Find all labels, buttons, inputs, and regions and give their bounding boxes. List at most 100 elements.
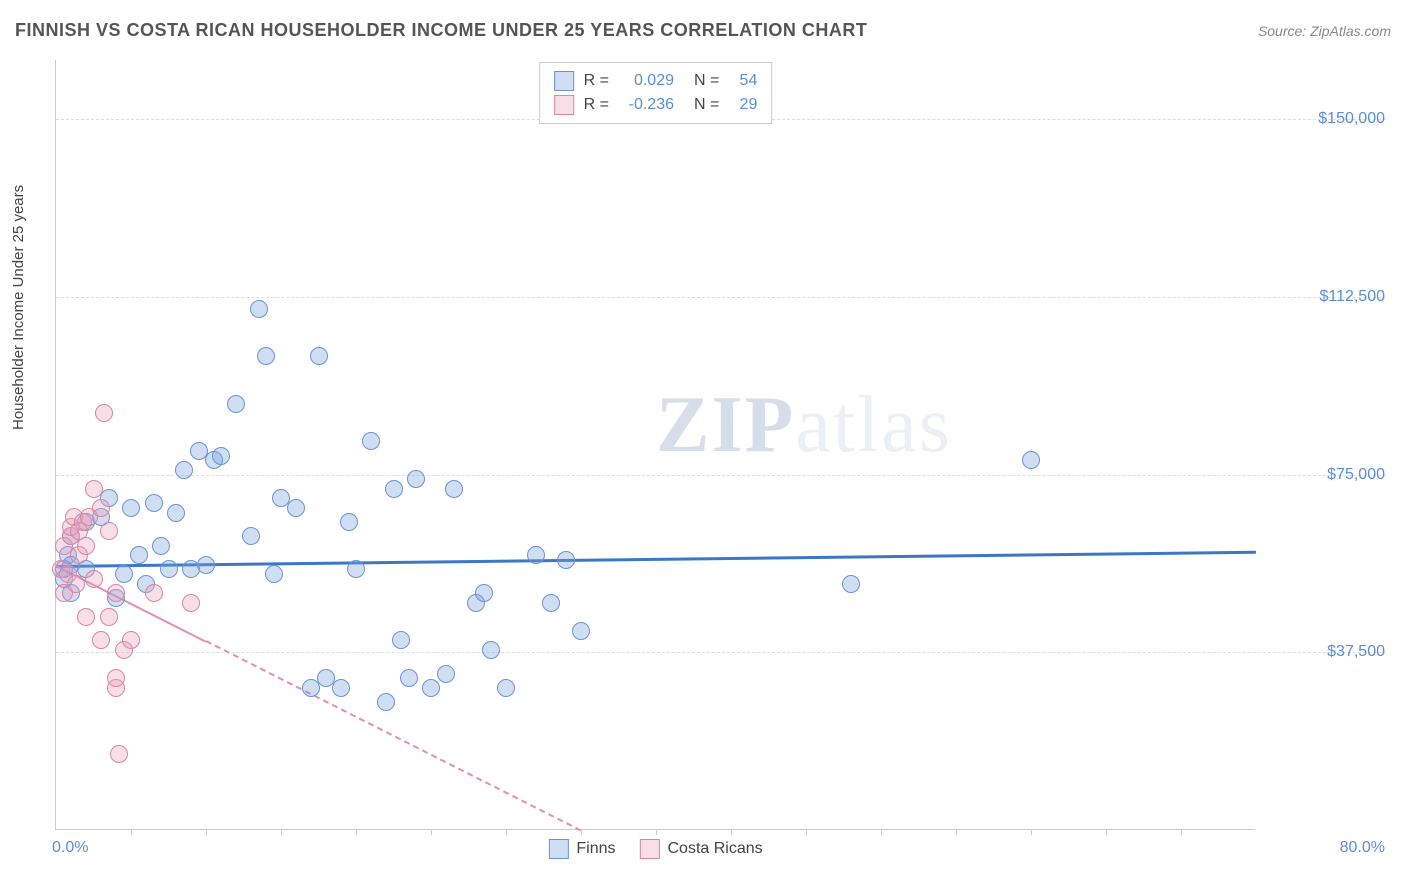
- data-point: [212, 447, 230, 465]
- data-point: [437, 665, 455, 683]
- data-point: [445, 480, 463, 498]
- x-tick: [1031, 829, 1032, 835]
- chart-area: ZIPatlas R =0.029N =54R =-0.236N =29 Fin…: [55, 60, 1385, 830]
- data-point: [122, 631, 140, 649]
- n-label: N =: [694, 96, 719, 114]
- legend-label: Finns: [576, 840, 615, 858]
- data-point: [377, 693, 395, 711]
- watermark: ZIPatlas: [656, 380, 952, 471]
- data-point: [842, 575, 860, 593]
- data-point: [482, 641, 500, 659]
- x-tick: [956, 829, 957, 835]
- r-value: -0.236: [619, 96, 674, 114]
- data-point: [497, 679, 515, 697]
- data-point: [107, 669, 125, 687]
- y-tick-label: $75,000: [1265, 466, 1385, 484]
- data-point: [265, 565, 283, 583]
- data-point: [145, 584, 163, 602]
- x-tick: [206, 829, 207, 835]
- x-tick: [356, 829, 357, 835]
- legend-item: Costa Ricans: [639, 839, 762, 859]
- legend-stats: R = 0.029 N = 54 R = -0.236 N = 29: [539, 62, 773, 124]
- r-label: R =: [584, 96, 609, 114]
- data-point: [100, 522, 118, 540]
- data-point: [77, 537, 95, 555]
- x-tick: [656, 829, 657, 835]
- x-tick: [1106, 829, 1107, 835]
- data-point: [67, 575, 85, 593]
- data-point: [385, 480, 403, 498]
- data-point: [310, 347, 328, 365]
- data-point: [197, 556, 215, 574]
- data-point: [85, 480, 103, 498]
- data-point: [100, 608, 118, 626]
- y-tick-label: $150,000: [1265, 110, 1385, 128]
- data-point: [130, 546, 148, 564]
- gridline-h: [56, 652, 1386, 653]
- data-point: [542, 594, 560, 612]
- x-tick: [431, 829, 432, 835]
- x-tick: [281, 829, 282, 835]
- x-tick: [506, 829, 507, 835]
- data-point: [152, 537, 170, 555]
- legend-swatch: [554, 95, 574, 115]
- data-point: [77, 608, 95, 626]
- trend-line: [56, 550, 1256, 567]
- data-point: [400, 669, 418, 687]
- legend-stat-row: R = 0.029 N = 54: [554, 69, 758, 93]
- n-label: N =: [694, 72, 719, 90]
- x-tick-label: 80.0%: [1340, 839, 1385, 857]
- data-point: [422, 679, 440, 697]
- data-point: [287, 499, 305, 517]
- data-point: [392, 631, 410, 649]
- plot-region: ZIPatlas R =0.029N =54R =-0.236N =29 Fin…: [55, 60, 1255, 830]
- r-value: 0.029: [619, 72, 674, 90]
- legend-label: Costa Ricans: [667, 840, 762, 858]
- legend-series: Finns Costa Ricans: [548, 839, 762, 859]
- data-point: [340, 513, 358, 531]
- n-value: 29: [729, 96, 757, 114]
- data-point: [95, 404, 113, 422]
- y-axis-label: Householder Income Under 25 years: [10, 185, 27, 430]
- data-point: [332, 679, 350, 697]
- data-point: [1022, 451, 1040, 469]
- data-point: [107, 584, 125, 602]
- data-point: [407, 470, 425, 488]
- legend-swatch: [639, 839, 659, 859]
- legend-swatch: [548, 839, 568, 859]
- data-point: [160, 560, 178, 578]
- y-tick-label: $112,500: [1265, 288, 1385, 306]
- data-point: [167, 504, 185, 522]
- x-tick: [881, 829, 882, 835]
- data-point: [175, 461, 193, 479]
- chart-header: FINNISH VS COSTA RICAN HOUSEHOLDER INCOM…: [15, 20, 1391, 41]
- data-point: [475, 584, 493, 602]
- data-point: [242, 527, 260, 545]
- source-label: Source: ZipAtlas.com: [1258, 23, 1391, 39]
- data-point: [85, 570, 103, 588]
- data-point: [250, 300, 268, 318]
- y-tick-label: $37,500: [1265, 643, 1385, 661]
- data-point: [115, 565, 133, 583]
- x-tick: [131, 829, 132, 835]
- legend-swatch: [554, 71, 574, 91]
- x-tick: [806, 829, 807, 835]
- legend-stat-row: R = -0.236 N = 29: [554, 93, 758, 117]
- data-point: [347, 560, 365, 578]
- data-point: [257, 347, 275, 365]
- legend-item: Finns: [548, 839, 615, 859]
- data-point: [122, 499, 140, 517]
- r-label: R =: [584, 72, 609, 90]
- data-point: [92, 631, 110, 649]
- data-point: [92, 499, 110, 517]
- data-point: [572, 622, 590, 640]
- data-point: [557, 551, 575, 569]
- x-tick-label: 0.0%: [52, 839, 88, 857]
- trend-line: [206, 641, 582, 832]
- data-point: [362, 432, 380, 450]
- x-tick: [731, 829, 732, 835]
- n-value: 54: [729, 72, 757, 90]
- chart-title: FINNISH VS COSTA RICAN HOUSEHOLDER INCOM…: [15, 20, 867, 41]
- data-point: [145, 494, 163, 512]
- data-point: [227, 395, 245, 413]
